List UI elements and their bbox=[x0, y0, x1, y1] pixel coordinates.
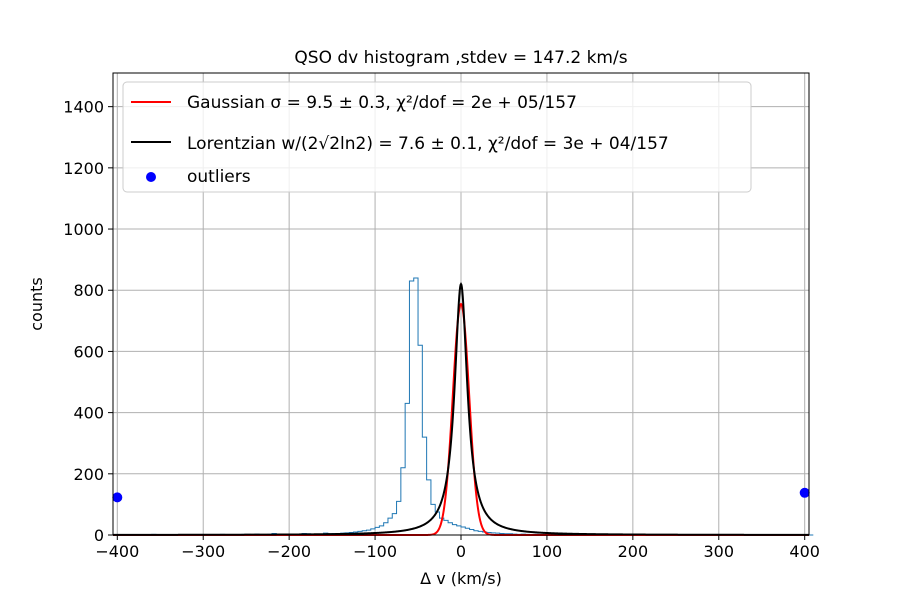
x-axis-title: Δ v (km/s) bbox=[420, 569, 502, 588]
y-tick-label: 800 bbox=[73, 281, 104, 300]
y-tick-label: 400 bbox=[73, 404, 104, 423]
x-tick-label: 400 bbox=[789, 542, 820, 561]
x-tick-label: −400 bbox=[95, 542, 139, 561]
y-tick-label: 1200 bbox=[63, 159, 104, 178]
legend: Gaussian σ = 9.5 ± 0.3, χ²/dof = 2e + 05… bbox=[122, 81, 752, 193]
y-tick-label: 1000 bbox=[63, 220, 104, 239]
x-tick-label: 0 bbox=[456, 542, 466, 561]
y-tick-label: 0 bbox=[94, 526, 104, 545]
outlier-point bbox=[112, 492, 123, 503]
legend-outliers-marker bbox=[146, 172, 156, 182]
legend-box bbox=[122, 81, 752, 193]
x-tick-label: 100 bbox=[532, 542, 563, 561]
x-axis-ticks: −400 −300 −200 −100 0 100 200 300 400 bbox=[95, 535, 820, 561]
outlier-point bbox=[799, 487, 810, 498]
y-tick-label: 1400 bbox=[63, 98, 104, 117]
y-axis-title: counts bbox=[27, 277, 46, 330]
x-tick-label: −300 bbox=[181, 542, 225, 561]
y-tick-label: 200 bbox=[73, 465, 104, 484]
x-tick-label: 200 bbox=[618, 542, 649, 561]
legend-gaussian-label: Gaussian σ = 9.5 ± 0.3, χ²/dof = 2e + 05… bbox=[187, 93, 577, 113]
x-tick-label: −200 bbox=[267, 542, 311, 561]
y-tick-label: 600 bbox=[73, 342, 104, 361]
x-tick-label: 300 bbox=[704, 542, 735, 561]
outlier-points bbox=[112, 487, 810, 503]
chart-title: QSO dv histogram ,stdev = 147.2 km/s bbox=[294, 48, 627, 68]
legend-lorentzian-label: Lorentzian w/(2√2ln2) = 7.6 ± 0.1, χ²/do… bbox=[187, 134, 669, 154]
legend-outliers-label: outliers bbox=[187, 167, 251, 187]
x-tick-label: −100 bbox=[353, 542, 397, 561]
y-axis-ticks: 0 200 400 600 800 1000 1200 1400 bbox=[63, 98, 113, 545]
